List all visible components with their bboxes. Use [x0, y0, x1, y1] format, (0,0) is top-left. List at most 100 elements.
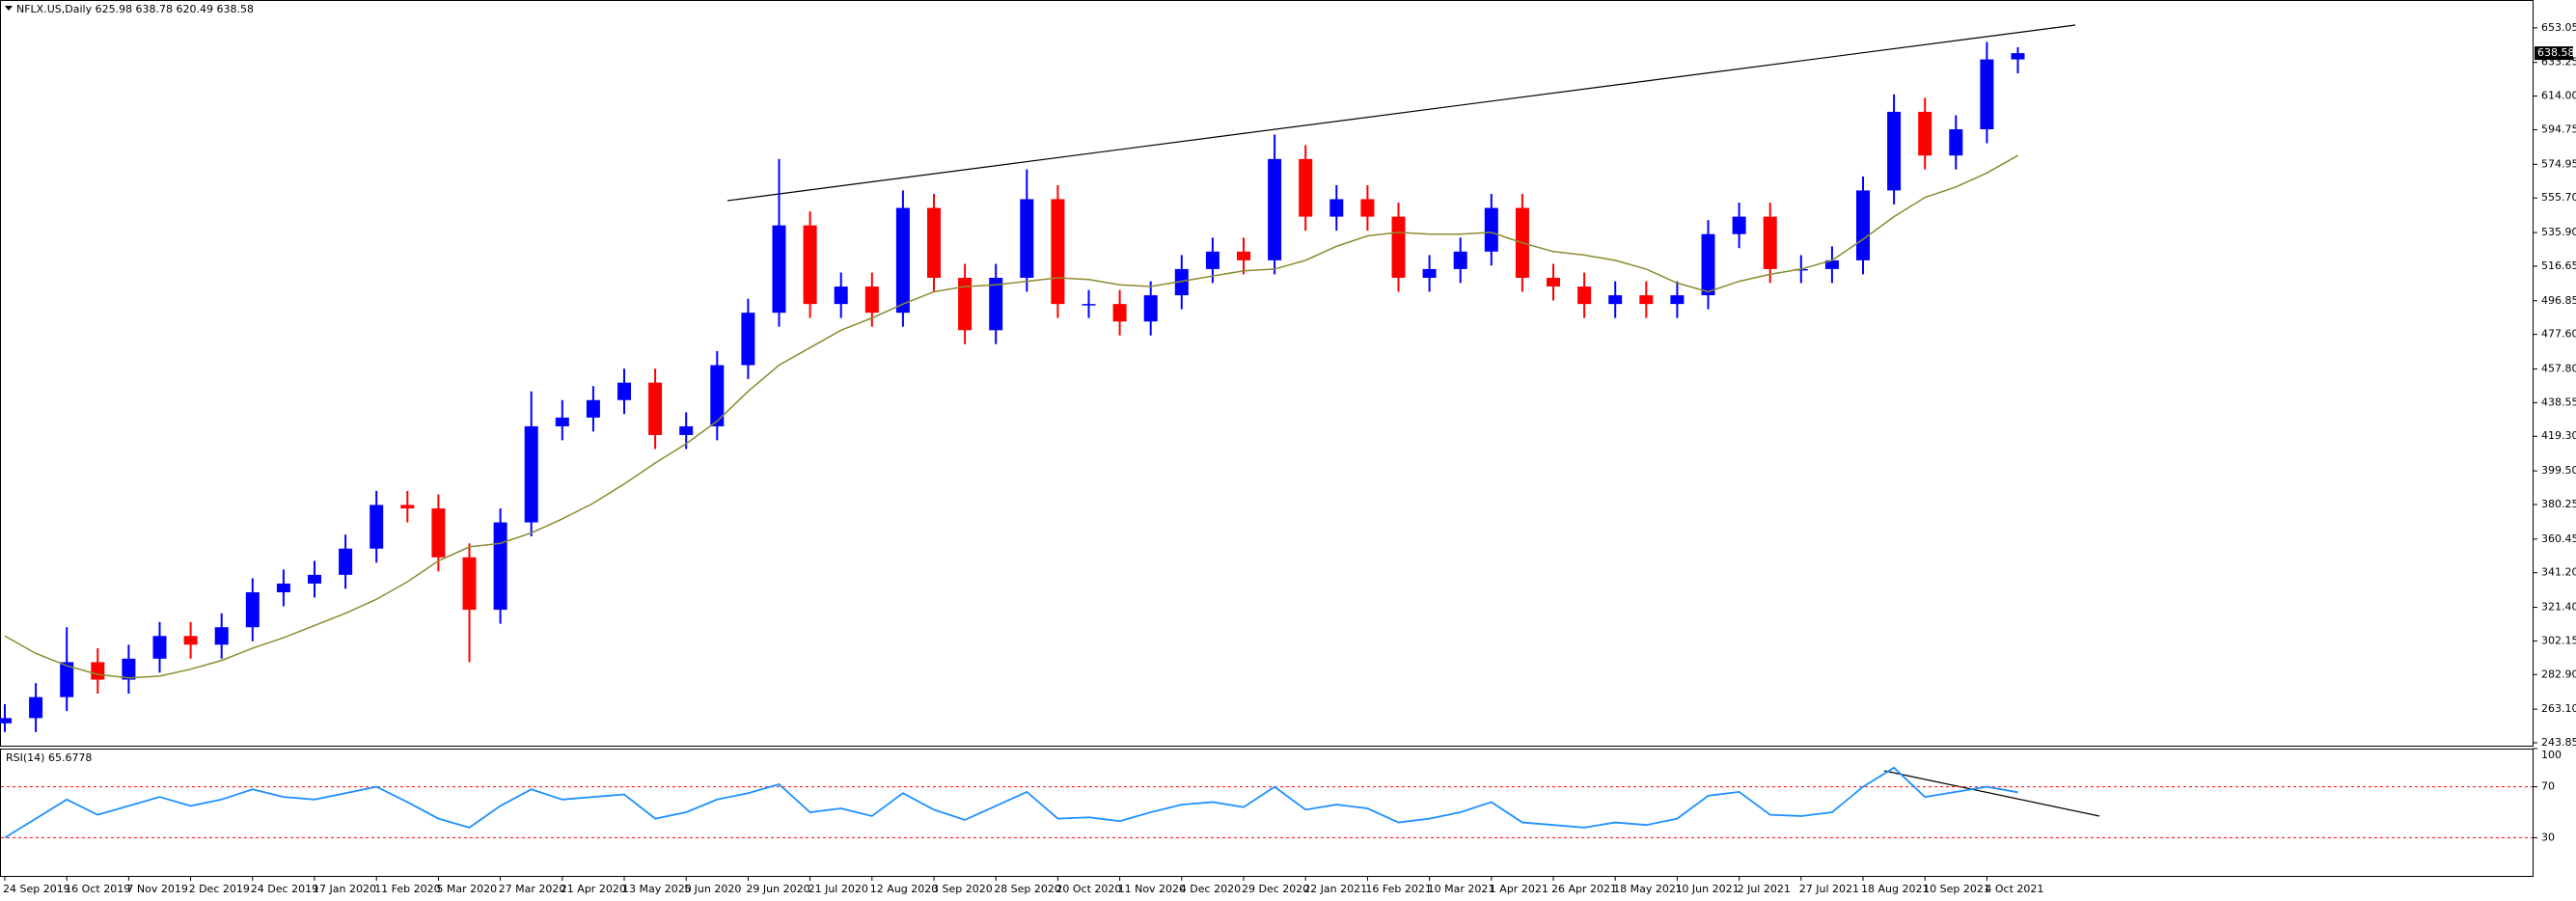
candle-body: [1205, 251, 1219, 269]
candle-body: [864, 287, 879, 314]
x-tick-label: 13 May 2020: [622, 883, 692, 895]
rsi-title: RSI(14) 65.6778: [6, 751, 92, 764]
x-tick-label: 5 Mar 2020: [436, 883, 497, 895]
y-tick-label: 243.85: [2541, 736, 2576, 749]
menu-arrow: [5, 6, 13, 11]
candle-body: [1391, 216, 1406, 278]
y-tick-label: 457.80: [2541, 363, 2576, 375]
price-label: 638.58: [2537, 46, 2575, 59]
candle-body: [586, 399, 600, 418]
candle-body: [1824, 259, 1839, 269]
x-tick-label: 20 Oct 2020: [1055, 883, 1121, 895]
candle-body: [1051, 199, 1065, 305]
candle-body: [1360, 199, 1375, 217]
y-tick-label: 516.65: [2541, 259, 2576, 272]
x-tick-label: 22 Jan 2021: [1303, 883, 1367, 895]
candle-body: [400, 505, 415, 509]
x-tick-label: 27 Jul 2021: [1799, 883, 1859, 895]
x-tick-label: 10 Sep 2021: [1923, 883, 1990, 895]
candle-body: [1112, 304, 1127, 322]
x-tick-label: 1 Apr 2021: [1490, 883, 1548, 895]
y-tick-label: 574.95: [2541, 157, 2576, 170]
y-tick-label: 302.15: [2541, 634, 2576, 646]
candle-body: [1701, 233, 1715, 296]
y-tick-label: 360.45: [2541, 532, 2576, 545]
x-tick-label: 29 Dec 2020: [1242, 883, 1309, 895]
candle-body: [741, 313, 755, 366]
x-tick-label: 24 Dec 2019: [251, 883, 318, 895]
chart-title: NFLX.US,Daily 625.98 638.78 620.49 638.5…: [16, 3, 254, 15]
candle-body: [958, 277, 973, 331]
x-tick-label: 10 Mar 2021: [1428, 883, 1495, 895]
x-tick-label: 26 Apr 2021: [1551, 883, 1617, 895]
candle-body: [2011, 53, 2025, 60]
candle-body: [648, 382, 663, 435]
y-tick-label: 100: [2541, 749, 2562, 761]
candle-body: [1856, 190, 1870, 260]
x-tick-label: 18 May 2021: [1613, 883, 1683, 895]
x-tick-label: 2 Dec 2019: [189, 883, 250, 895]
candle-body: [0, 718, 12, 724]
x-tick-label: 5 Jun 2020: [684, 883, 741, 895]
candle-body: [1639, 295, 1654, 305]
candle-body: [431, 508, 446, 558]
candle-body: [1608, 295, 1623, 305]
candle-body: [1980, 59, 1994, 130]
y-tick-label: 438.55: [2541, 396, 2576, 408]
candle-body: [895, 207, 910, 314]
moving-average: [4, 154, 2018, 679]
candle-body: [1887, 111, 1902, 191]
x-tick-label: 2 Jul 2021: [1738, 883, 1791, 895]
y-tick-label: 380.25: [2541, 498, 2576, 510]
candle-body: [989, 277, 1003, 331]
candle-body: [214, 627, 229, 645]
x-tick-label: 11 Nov 2020: [1118, 883, 1186, 895]
y-tick-label: 70: [2541, 780, 2555, 793]
x-tick-label: 27 Mar 2020: [499, 883, 566, 895]
candle-body: [803, 225, 817, 305]
y-tick-label: 419.30: [2541, 429, 2576, 442]
y-tick-label: 614.00: [2541, 90, 2576, 102]
candle-body: [1422, 268, 1437, 278]
candle-body: [927, 207, 941, 278]
candle-body: [1020, 199, 1034, 278]
candle-body: [245, 591, 260, 628]
candle-body: [1547, 277, 1560, 287]
x-tick-label: 12 Aug 2020: [870, 883, 938, 895]
x-tick-label: 4 Dec 2020: [1180, 883, 1241, 895]
candle-body: [679, 425, 694, 435]
candle-body: [1670, 295, 1685, 305]
candle-body: [1577, 287, 1592, 305]
candle-body: [1329, 199, 1344, 217]
candle-body: [1453, 251, 1467, 269]
x-tick-label: 16 Oct 2019: [65, 883, 130, 895]
candle-body: [1763, 216, 1777, 269]
y-tick-label: 399.50: [2541, 464, 2576, 477]
rsi-trend-line: [1883, 770, 2100, 817]
candle-body: [1949, 129, 1963, 156]
x-tick-label: 7 Nov 2019: [126, 883, 187, 895]
y-tick-label: 341.20: [2541, 566, 2576, 579]
candle-body: [370, 505, 384, 549]
candle-body: [772, 225, 786, 314]
x-tick-label: 16 Feb 2021: [1365, 883, 1431, 895]
rsi-panel: [0, 749, 2534, 877]
y-tick-label: 535.90: [2541, 226, 2576, 238]
candle-body: [555, 417, 569, 426]
candle-body: [122, 658, 136, 680]
candle-body: [276, 583, 290, 592]
candle-body: [1299, 158, 1313, 217]
candle-body: [1082, 304, 1096, 306]
candle-body: [1143, 295, 1158, 322]
candle-body: [91, 662, 105, 680]
candle-body: [1268, 158, 1282, 260]
candle-body: [60, 662, 74, 697]
candle-body: [1174, 268, 1189, 296]
trend-line: [726, 24, 2076, 202]
y-tick-label: 263.10: [2541, 702, 2576, 715]
y-tick-label: 321.40: [2541, 601, 2576, 614]
candle-body: [152, 636, 167, 659]
price-label-box: [2535, 46, 2573, 61]
candle-body: [1918, 111, 1932, 156]
y-tick-label: 282.90: [2541, 668, 2576, 680]
